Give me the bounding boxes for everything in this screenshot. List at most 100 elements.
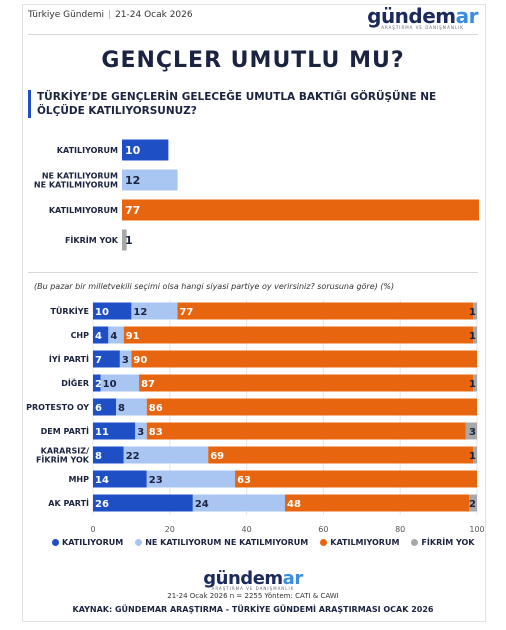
chart2-value-label: 3 [122,355,129,366]
chart1-bar [122,169,178,191]
logo-tagline: ARAŞTIRMA VE DANIŞMANLIK [381,25,464,30]
footer-logo-word-main: gündem [203,568,283,589]
chart2-bar-segment [135,422,147,440]
chart2-bar-segment [93,446,124,464]
chart1-bar [122,139,169,161]
chart2-bar-segment [93,470,147,488]
chart2-bar-segment [473,326,477,344]
chart2-value-label: 2 [95,379,102,390]
chart2-subtitle: (Bu pazar bir milletvekili seçimi olsa h… [34,282,395,291]
chart2-bar-segment [285,494,470,512]
chart2-bar-segment [473,374,477,392]
chart2-bar-segment [235,470,477,488]
legend-item: KATILMIYORUM [320,538,399,547]
chart2-category-label: PROTESTO OY [26,403,89,412]
chart2-value-label: 8 [95,451,102,462]
legend-dot-icon [411,539,419,546]
chart2-bar-segment [93,494,193,512]
chart2-bar-segment [469,494,477,512]
legend-dot-icon [320,539,328,546]
chart2-category-label: CHP [71,331,90,340]
legend-dot-icon [52,539,59,546]
chart1-bar [122,199,479,221]
chart2-value-label: 86 [149,403,163,414]
chart2-value-label: 10 [103,379,117,390]
chart2-bar-segment [119,350,132,368]
chart1-value-label: 1 [125,234,133,247]
chart2-category-label: TÜRKİYE [50,306,89,316]
header-divider [28,34,478,35]
chart2-bar-segment [146,422,466,440]
chart2-bar-segment [473,302,477,320]
chart2-bar-segment [108,326,124,344]
chart2-bar-segment [123,446,209,464]
chart2-bar-segment [146,470,236,488]
logo-footer: gündemar ARAŞTIRMA VE DANIŞMANLIK [0,568,506,591]
chart2-bar-segment [93,302,132,320]
chart2-bar-segment [146,398,477,416]
chart2-category-label: DİĞER [61,377,89,388]
logo-word-accent: ar [455,4,479,28]
chart2-value-label: 90 [133,355,147,366]
header-bar: Türkiye Gündemi | 21-24 Ocak 2026 [28,10,193,20]
chart2-bar-segment [192,494,285,512]
chart1-category-label: KATILMIYORUM [49,206,118,215]
legend-label: NE KATILIYORUM NE KATILMIYORUM [145,538,309,547]
chart2-value-label: 6 [95,403,102,414]
legend-label: KATILIYORUM [62,538,124,547]
brand-label: Türkiye Gündemi [28,10,105,20]
chart2-bar-segment [93,350,120,368]
chart2-bar-segment [100,374,140,392]
chart2-bar-segment [473,446,477,464]
logo-word-main: gündem [367,4,456,28]
chart2-value-label: 87 [141,379,155,390]
chart2-bar-segment [93,374,101,392]
footer-meta: 21-24 Ocak 2026 n = 2255 Yöntem: CATI & … [167,592,339,600]
chart2-value-label: 2 [469,499,476,510]
chart2-category-label: KARARSIZ/FİKRİM YOK [36,447,90,465]
footer-source: KAYNAK: GÜNDEMAR ARAŞTIRMA - TÜRKİYE GÜN… [72,605,434,614]
chart2-tick-label: 20 [165,525,175,534]
chart2-bar-segment [465,422,477,440]
chart2-value-label: 24 [195,499,209,510]
chart2-value-label: 91 [126,331,140,342]
chart2-bar-segment [93,326,109,344]
chart2-value-label: 1 [469,451,476,462]
chart2-value-label: 4 [110,331,117,342]
chart2-value-label: 83 [149,427,163,438]
chart1-category-label: FİKRİM YOK [65,235,119,245]
chart2-value-label: 12 [133,307,147,318]
chart2-value-label: 4 [95,331,102,342]
chart2-value-label: 14 [95,475,109,486]
chart2-bar-segment [131,350,477,368]
chart1-value-label: 77 [125,204,140,217]
chart2-value-label: 10 [95,307,109,318]
question-text: TÜRKİYE’DE GENÇLERİN GELECEĞE UMUTLA BAK… [28,90,457,118]
legend-dot-icon [135,539,143,546]
chart2-category-label: İYİ PARTİ [49,354,89,364]
logo-top: gündemar ARAŞTIRMA VE DANIŞMANLIK [367,4,478,30]
chart2-value-label: 1 [469,379,476,390]
survey-date: 21-24 Ocak 2026 [115,10,193,20]
legend-item: FİKRİM YOK [411,538,474,547]
legend-label: KATILMIYORUM [330,538,400,547]
chart2-value-label: 1 [469,331,476,342]
page-title: GENÇLER UMUTLU MU? [101,48,405,73]
chart1-value-label: 12 [125,174,140,187]
chart2-tick-label: 0 [90,525,95,534]
chart2-category-label: MHP [68,475,89,484]
chart2-tick-label: 40 [242,525,252,534]
chart2-value-label: 3 [469,427,476,438]
chart2-category-label: AK PARTİ [48,498,89,508]
chart2-value-label: 77 [179,307,193,318]
chart2-bar-segment [208,446,474,464]
chart2-value-label: 7 [95,355,102,366]
chart2-value-label: 63 [237,475,251,486]
chart2-value-label: 3 [137,427,144,438]
chart2-tick-label: 80 [395,525,405,534]
chart2-tick-label: 60 [318,525,328,534]
chart2-category-label: DEM PARTİ [41,426,89,436]
footer-logo-word-accent: ar [282,568,304,589]
chart2-bar-segment [116,398,147,416]
